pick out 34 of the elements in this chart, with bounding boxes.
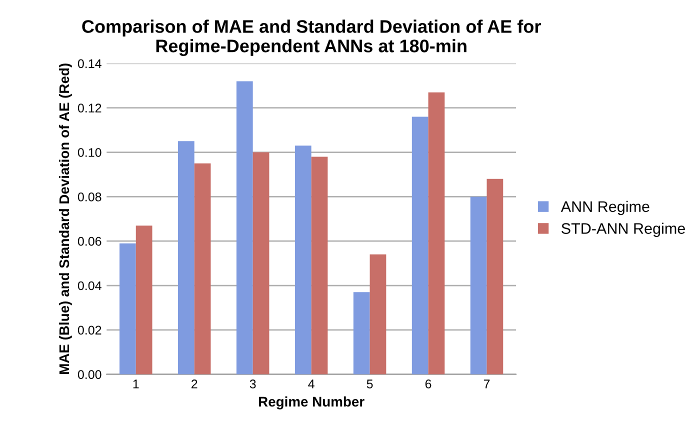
x-axis-title: Regime Number (258, 396, 364, 410)
bar (311, 156, 328, 374)
y-tick-label: 0.14 (78, 59, 102, 68)
bar (370, 254, 386, 374)
bar (136, 226, 152, 374)
x-tick-label: 4 (308, 380, 314, 388)
bar (353, 292, 370, 374)
bar (412, 116, 428, 374)
chart-title: Comparison of MAE and Standard Deviation of AE for Regime-Dependent ANNs at 180-min (82, 20, 541, 56)
y-axis-title: MAE (Blue) and Standard Deviation of AE (Red) (58, 64, 72, 374)
bar (294, 146, 312, 374)
x-tick-label: 3 (250, 380, 256, 388)
y-tick-label: 0.02 (78, 326, 102, 335)
bar (178, 141, 194, 374)
legend-label: ANN Regime (560, 200, 650, 216)
x-tick-label: 2 (192, 380, 198, 388)
bar (486, 178, 504, 374)
x-tick-label: 6 (425, 380, 432, 388)
y-tick-label: 0.12 (78, 104, 102, 113)
x-tick-label: 5 (366, 380, 373, 388)
y-tick-label: 0.00 (78, 370, 102, 380)
x-tick-label: 1 (133, 380, 139, 388)
bar (194, 163, 211, 374)
bar (252, 152, 270, 374)
x-tick-label: 7 (484, 380, 490, 388)
y-tick-label: 0.10 (78, 148, 102, 157)
bar (236, 81, 253, 374)
bar (470, 196, 487, 374)
bar (428, 92, 445, 374)
y-tick-label: 0.04 (78, 281, 102, 290)
y-tick-label: 0.08 (78, 192, 102, 202)
bar (120, 243, 136, 374)
legend-label: STD-ANN Regime (562, 222, 685, 237)
y-tick-label: 0.06 (78, 236, 102, 246)
